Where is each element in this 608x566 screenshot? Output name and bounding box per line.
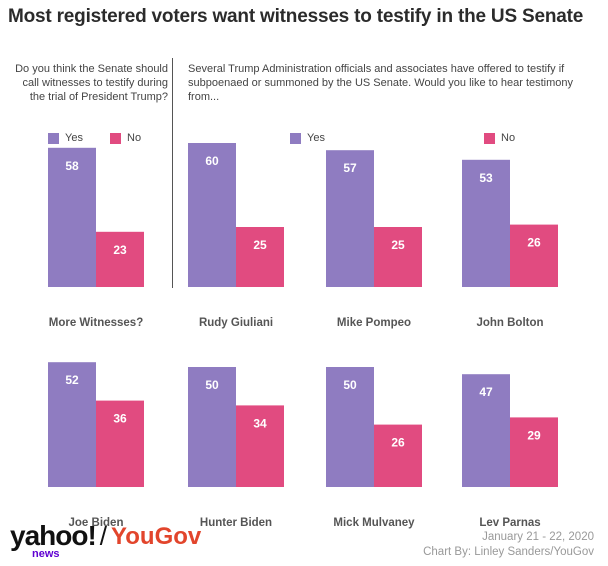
data-label-joe-biden-yes: 52 [65,373,79,387]
bar-rudy-giuliani-yes [188,143,236,287]
data-label-hunter-biden-no: 34 [253,416,267,430]
legend-label-no: No [127,132,142,144]
data-label-mike-pompeo-yes: 57 [343,161,357,175]
legend-label-yes: Yes [65,132,83,144]
bar-john-bolton-no [510,224,558,287]
bar-hunter-biden-no [236,405,284,487]
chart-credit: Chart By: Linley Sanders/YouGov [423,546,594,558]
category-label-hunter-biden: Hunter Biden [200,517,272,529]
yahoo-logo-text: yahoo! [10,520,97,551]
legend-swatch-no [484,132,495,144]
category-label-mick-mulvaney: Mick Mulvaney [333,517,415,529]
bar-lev-parnas-yes [462,374,510,487]
bar-more-witnesses-yes [48,147,96,287]
data-label-joe-biden-no: 36 [113,412,127,426]
bar-mick-mulvaney-yes [326,367,374,487]
logo-slash: / [99,521,108,551]
category-label-lev-parnas: Lev Parnas [479,517,540,529]
bar-joe-biden-yes [48,362,96,487]
data-label-rudy-giuliani-no: 25 [253,238,267,252]
legend-swatch-yes [48,132,59,144]
data-label-lev-parnas-no: 29 [527,428,541,442]
data-label-hunter-biden-yes: 50 [205,378,219,392]
data-label-mike-pompeo-no: 25 [391,238,405,252]
credits: January 21 - 22, 2020 Chart By: Linley S… [423,530,594,560]
legend-no-right: No [484,132,515,144]
bar-rudy-giuliani-no [236,227,284,287]
survey-date: January 21 - 22, 2020 [482,531,594,543]
category-label-mike-pompeo: Mike Pompeo [337,317,411,329]
legend-no-left: No [110,132,141,144]
data-label-rudy-giuliani-yes: 60 [205,154,219,168]
bar-more-witnesses-no [96,231,144,287]
bar-john-bolton-yes [462,159,510,287]
data-label-mick-mulvaney-no: 26 [391,436,405,450]
category-label-rudy-giuliani: Rudy Giuliani [199,317,273,329]
bar-mike-pompeo-yes [326,150,374,287]
data-label-mick-mulvaney-yes: 50 [343,378,357,392]
bar-mick-mulvaney-no [374,424,422,487]
legend-swatch-yes [290,132,301,144]
data-label-more-witnesses-no: 23 [113,243,127,257]
data-label-more-witnesses-yes: 58 [65,159,79,173]
yahoo-yougov-logo: yahoo! news / YouGov [10,520,202,561]
bar-hunter-biden-yes [188,367,236,487]
legend-label-no: No [501,132,516,144]
category-label-joe-biden: Joe Biden [69,517,124,529]
data-label-john-bolton-no: 26 [527,236,541,250]
legend-swatch-no [110,132,121,144]
bar-joe-biden-no [96,400,144,487]
yougov-logo-text: YouGov [111,523,202,550]
chart-title: Most registered voters want witnesses to… [8,6,584,27]
legend-label-yes: Yes [307,132,325,144]
bar-mike-pompeo-no [374,227,422,287]
bar-lev-parnas-no [510,417,558,487]
legend-yes-right: Yes [290,132,325,144]
data-label-john-bolton-yes: 53 [479,171,493,185]
data-label-lev-parnas-yes: 47 [479,385,493,399]
category-label-more-witnesses: More Witnesses? [49,317,143,329]
question-testimony: Several Trump Administration officials a… [188,63,574,103]
question-witnesses: Do you think the Senate should call witn… [15,63,168,103]
legend-yes-left: Yes [48,132,83,144]
section-divider [172,58,173,288]
category-label-john-bolton: John Bolton [476,317,543,329]
news-logo-text: news [32,548,60,560]
